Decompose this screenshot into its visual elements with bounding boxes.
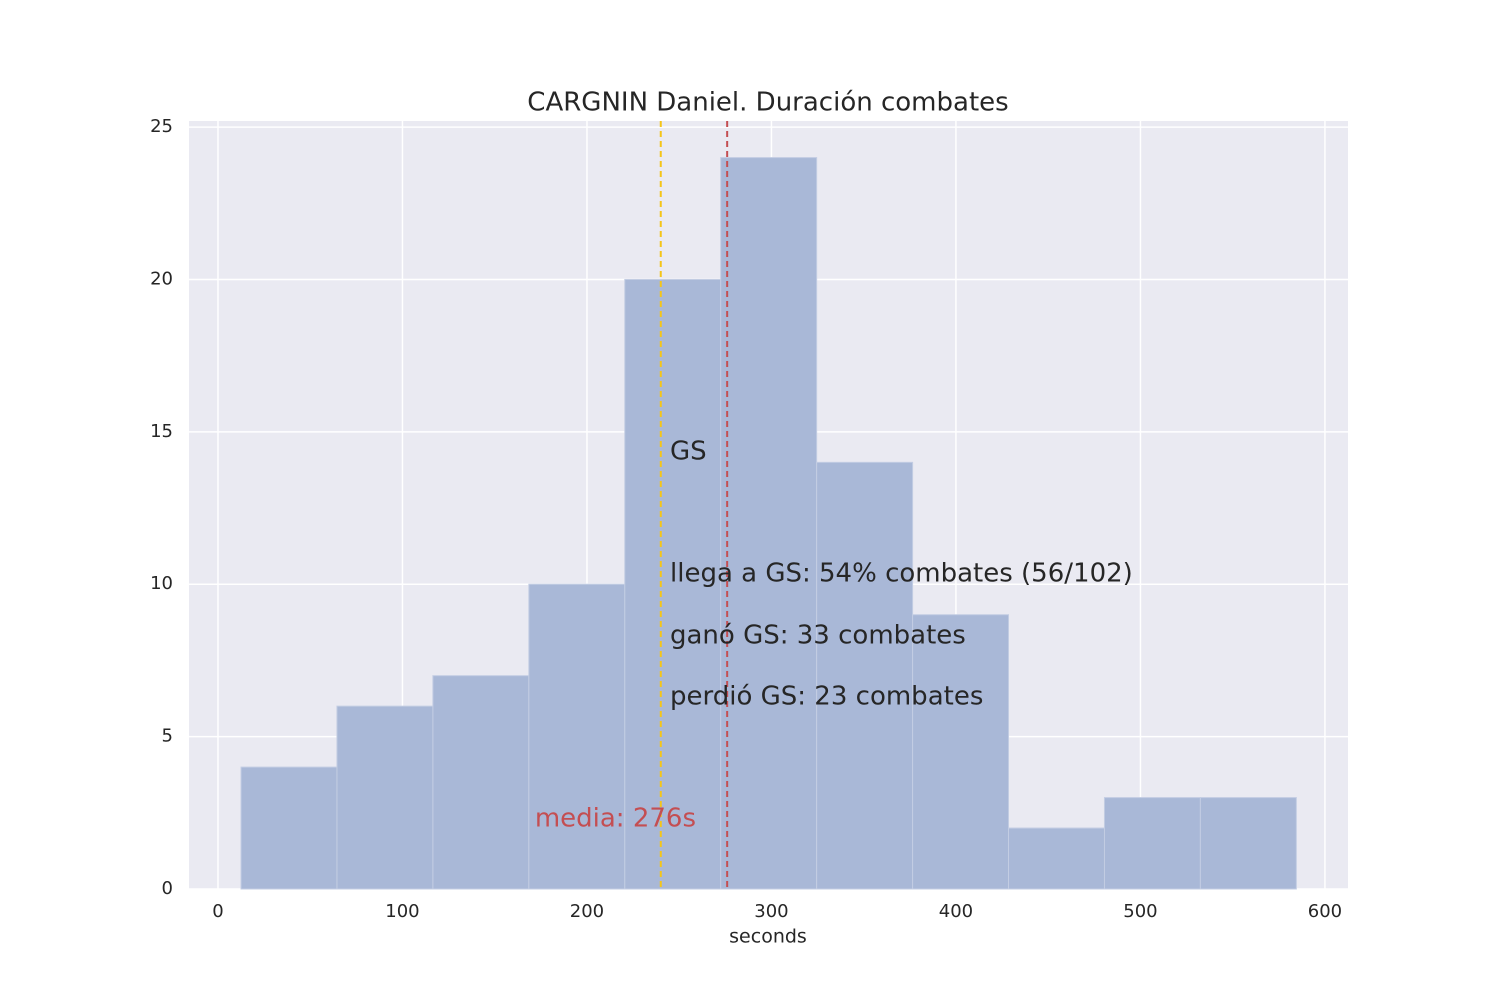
x-tick-label: 100 bbox=[385, 901, 419, 922]
x-axis-label: seconds bbox=[729, 926, 807, 948]
y-tick-label: 20 bbox=[150, 268, 173, 289]
y-tick-label: 10 bbox=[150, 573, 173, 594]
chart-title: CARGNIN Daniel. Duración combates bbox=[527, 88, 1008, 118]
annotation: perdió GS: 23 combates bbox=[670, 682, 983, 712]
y-tick-label: 25 bbox=[150, 116, 173, 137]
x-tick-label: 300 bbox=[754, 901, 788, 922]
bar bbox=[1103, 797, 1201, 890]
y-tick-label: 5 bbox=[162, 726, 173, 747]
bar bbox=[1199, 797, 1297, 890]
annotation: GS bbox=[670, 437, 707, 467]
bar bbox=[528, 583, 626, 890]
x-tick-label: 600 bbox=[1308, 901, 1342, 922]
x-tick-label: 400 bbox=[939, 901, 973, 922]
bar bbox=[336, 705, 434, 890]
annotation: llega a GS: 54% combates (56/102) bbox=[670, 559, 1133, 589]
x-tick-label: 0 bbox=[212, 901, 223, 922]
annotation: media: 276s bbox=[535, 804, 696, 834]
bar bbox=[1008, 827, 1105, 890]
x-tick-label: 500 bbox=[1123, 901, 1157, 922]
x-tick-label: 200 bbox=[570, 901, 604, 922]
bar bbox=[624, 278, 722, 890]
bar bbox=[240, 766, 338, 890]
y-tick-label: 15 bbox=[150, 421, 173, 442]
bar bbox=[816, 461, 914, 890]
bar bbox=[432, 675, 530, 890]
annotation: ganó GS: 33 combates bbox=[670, 621, 966, 651]
y-tick-label: 0 bbox=[162, 878, 173, 899]
bar bbox=[720, 157, 818, 890]
bar bbox=[912, 614, 1010, 890]
